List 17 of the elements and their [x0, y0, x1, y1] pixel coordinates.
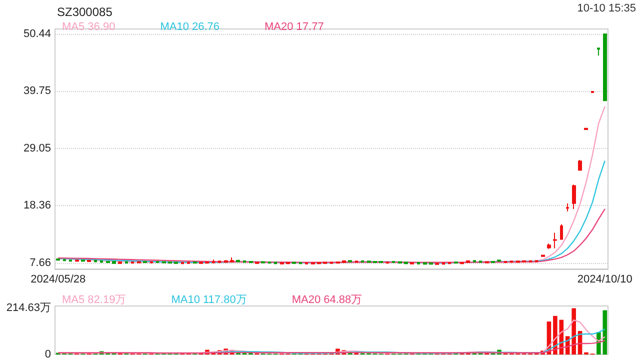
y-tick-label: 0 — [44, 348, 51, 360]
text: MA20 64.88万 — [292, 294, 362, 306]
y-tick-label: 29.05 — [23, 142, 51, 154]
text: 10-10 15:35 — [577, 2, 636, 14]
text: MA10 117.80万 — [171, 294, 247, 306]
y-tick-label: 39.75 — [23, 85, 51, 98]
chart-title: SZ300085 — [57, 5, 113, 19]
text: MA20 17.77 — [264, 21, 324, 33]
y-tick-label: 50.44 — [23, 28, 51, 40]
text: MA5 36.90 — [62, 21, 116, 33]
x-tick-label: 2024/10/10 — [577, 274, 632, 286]
y-tick-label: 214.63万 — [6, 302, 51, 314]
text: MA5 82.19万 — [62, 294, 126, 306]
text: MA10 26.76 — [160, 21, 220, 33]
x-tick-label: 2024/05/28 — [30, 274, 86, 286]
y-tick-label: 18.36 — [23, 200, 51, 212]
y-tick-label: 7.66 — [30, 257, 51, 270]
